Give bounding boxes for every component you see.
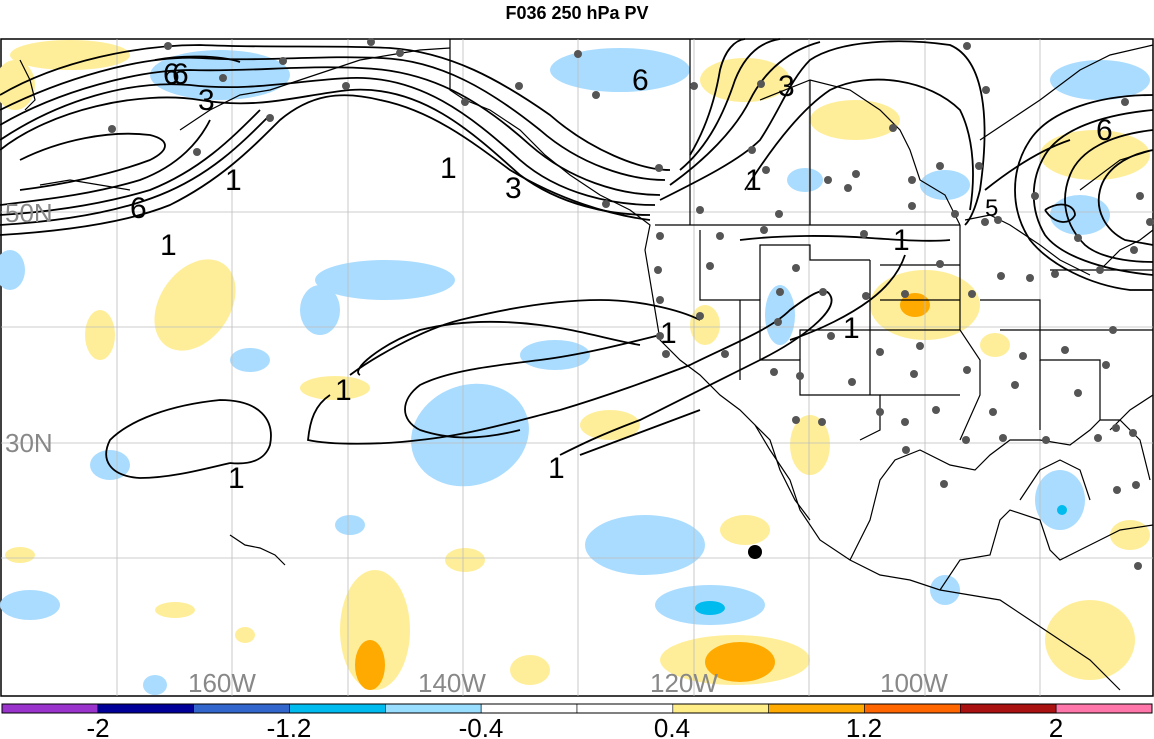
lon-label-100w: 100W	[880, 668, 948, 698]
contour-label: 6	[1096, 114, 1113, 147]
colorbar-tick-label: 2	[1049, 713, 1063, 739]
colorbar-tick-label: -0.4	[459, 713, 504, 739]
contour-label: 6	[172, 58, 189, 91]
colorbar-swatch	[1055, 703, 1153, 714]
lon-label-160w: 160W	[188, 668, 256, 698]
contour-label: 3	[198, 84, 215, 117]
graticule	[1, 39, 1153, 696]
lat-label-50n: 50N	[5, 198, 53, 228]
colorbar-swatch	[480, 703, 578, 714]
lat-label-30n: 30N	[5, 428, 53, 458]
colorbar-swatch	[289, 703, 386, 714]
colorbar-swatch	[1, 703, 99, 714]
contour-label: 6	[632, 64, 649, 97]
contour-label: 1	[548, 452, 565, 485]
coastlines	[19, 39, 1154, 691]
contour-label-group: 6 3 6 1 6 3 1 3 6 1 1 1 1 1 1 1 6 1 5	[130, 58, 1113, 495]
lon-label-120w: 120W	[650, 668, 718, 698]
contour-label: 1	[335, 374, 352, 407]
colorbar-tick-label: 1.2	[846, 713, 882, 739]
colorbar-swatch	[576, 703, 674, 714]
colorbar-swatch	[672, 703, 769, 714]
contour-label: 1	[228, 462, 245, 495]
contour-label: 6	[163, 58, 180, 91]
station-markers	[108, 38, 1154, 570]
colorbar-tick-label: 0.4	[654, 713, 690, 739]
colorbar-swatch	[768, 703, 865, 714]
colorbar: -2 -1.2 -0.4 0.4 1.2 2	[1, 703, 1153, 739]
lon-label-140w: 140W	[418, 668, 486, 698]
colorbar-swatch	[864, 703, 961, 714]
colorbar-swatch	[385, 703, 482, 714]
contour-label: 3	[778, 70, 795, 103]
contour-label: 1	[660, 317, 677, 350]
colorbar-swatch	[193, 703, 290, 714]
contour-label: 1	[893, 224, 910, 257]
colorbar-tick-label: -2	[86, 713, 109, 739]
marker-dot	[748, 545, 762, 559]
axis-labels: 50N 30N 160W 140W 120W 100W	[5, 198, 948, 698]
contour-label: 5	[985, 195, 998, 222]
pv-shading	[0, 40, 1150, 695]
contour-label: 1	[440, 152, 457, 185]
colorbar-swatch	[97, 703, 194, 714]
contour-label: 1	[745, 164, 762, 197]
pv-contours	[0, 38, 1154, 479]
colorbar-swatch	[960, 703, 1057, 714]
contour-label: 1	[160, 229, 177, 262]
figure-title: F036 250 hPa PV	[505, 3, 649, 23]
contour-label: 6	[130, 192, 147, 225]
map-panel: 6 3 6 1 6 3 1 3 6 1 1 1 1 1 1 1 6 1 5 50…	[0, 38, 1154, 698]
contour-label: 1	[843, 312, 860, 345]
contour-label: 3	[505, 172, 522, 205]
contour-label: 1	[225, 164, 242, 197]
colorbar-tick-label: -1.2	[267, 713, 312, 739]
